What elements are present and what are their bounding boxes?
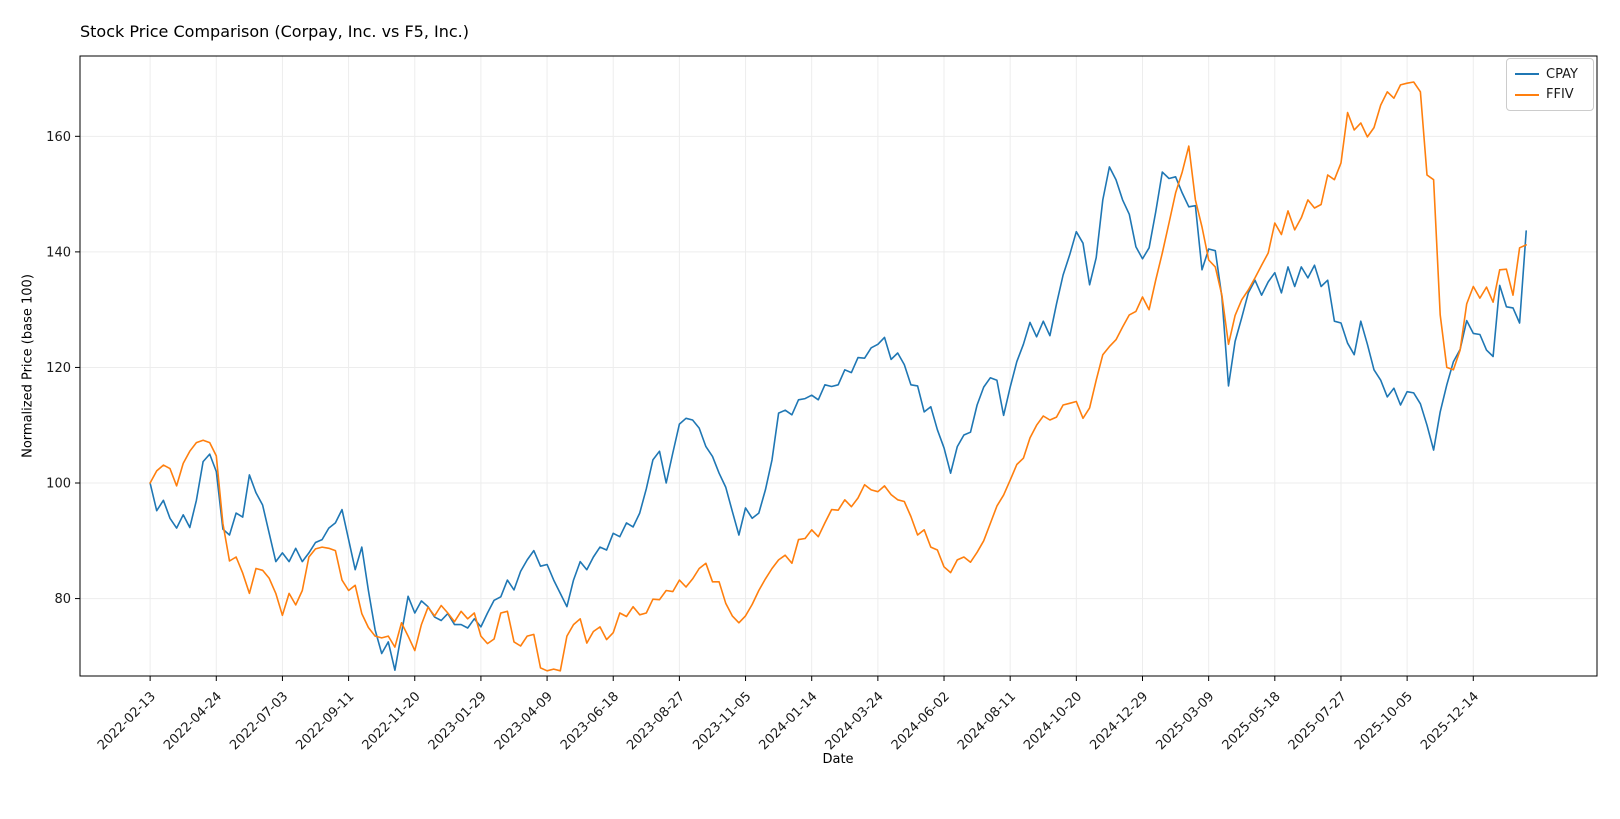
legend-item-ffiv: FFIV	[1515, 87, 1585, 102]
x-tick-label: 2022-11-20	[360, 689, 424, 753]
x-tick-label: 2023-11-05	[690, 689, 754, 753]
x-tick-label: 2024-12-29	[1087, 689, 1151, 753]
x-tick-label: 2024-06-02	[889, 689, 953, 753]
x-tick-label: 2024-10-20	[1021, 689, 1085, 753]
x-axis-label: Date	[822, 752, 854, 767]
y-tick-label: 100	[46, 477, 71, 492]
plot-border	[79, 55, 1598, 677]
x-tick-label: 2025-10-05	[1352, 689, 1416, 753]
x-tick-label: 2022-07-03	[227, 689, 291, 753]
y-tick-label: 160	[46, 130, 71, 145]
x-tick-label: 2024-03-24	[823, 689, 887, 753]
x-tick-label: 2022-04-24	[161, 689, 225, 753]
x-tick-label: 2025-03-09	[1153, 689, 1217, 753]
x-tick-label: 2024-08-11	[955, 689, 1019, 753]
x-tick-label: 2022-09-11	[293, 689, 357, 753]
x-tick-label: 2025-07-27	[1286, 689, 1350, 753]
cpay-line-swatch-icon	[1515, 73, 1539, 76]
y-tick-label: 80	[54, 592, 71, 607]
x-tick-label: 2025-12-14	[1418, 689, 1482, 753]
x-tick-label: 2023-04-09	[492, 689, 556, 753]
ffiv-line	[149, 81, 1527, 672]
x-tick-label: 2025-05-18	[1220, 689, 1284, 753]
x-tick-label: 2022-02-13	[95, 689, 159, 753]
x-tick-label: 2023-06-18	[558, 689, 622, 753]
x-tick-label: 2023-08-27	[624, 689, 688, 753]
x-tick-label: 2024-01-14	[756, 689, 820, 753]
x-tick-label: 2023-01-29	[426, 689, 490, 753]
y-tick-label: 120	[46, 361, 71, 376]
legend-item-cpay: CPAY	[1515, 67, 1585, 82]
cpay-line	[149, 166, 1527, 672]
y-tick-label: 140	[46, 245, 71, 260]
chart-title: Stock Price Comparison (Corpay, Inc. vs …	[80, 22, 470, 41]
ffiv-line-swatch-icon	[1515, 93, 1539, 96]
legend-label-cpay: CPAY	[1546, 66, 1578, 82]
legend-label-ffiv: FFIV	[1546, 87, 1574, 103]
legend: CPAY FFIV	[1506, 58, 1594, 111]
